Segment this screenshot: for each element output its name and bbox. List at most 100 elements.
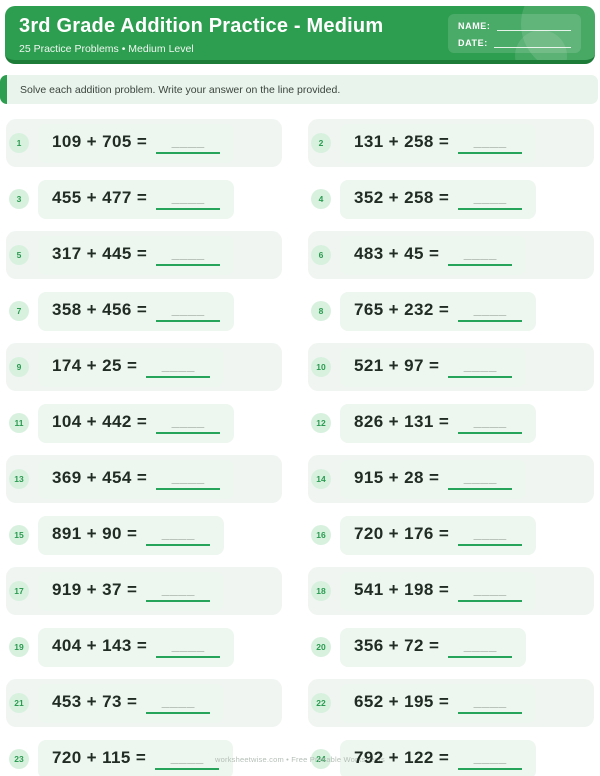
answer-blank[interactable]: ____	[448, 358, 513, 378]
answer-blank-dashes: ____	[161, 524, 195, 541]
problem-row: 21 453 + 73 = ____	[6, 679, 282, 727]
problem-row: 2 131 + 258 = ____	[308, 119, 594, 167]
problem-box: 891 + 90 = ____	[38, 515, 225, 555]
problem-box: 765 + 232 = ____	[340, 291, 537, 331]
problem-expression: 453 + 73 =	[52, 691, 138, 711]
answer-blank[interactable]: ____	[458, 748, 523, 770]
problem-number-badge: 22	[311, 693, 331, 713]
answer-blank-dashes: ____	[473, 412, 507, 429]
problem-box: 915 + 28 = ____	[340, 459, 527, 499]
problem-box: 483 + 45 = ____	[340, 235, 527, 275]
problem-number-badge: 3	[9, 189, 29, 209]
problem-box: 352 + 258 = ____	[340, 179, 537, 219]
answer-blank[interactable]: ____	[146, 358, 211, 378]
problem-expression: 765 + 232 =	[354, 299, 450, 319]
problem-number-badge: 12	[311, 413, 331, 433]
problem-box: 826 + 131 = ____	[340, 403, 537, 443]
answer-blank-dashes: ____	[171, 244, 205, 261]
answer-blank[interactable]: ____	[458, 692, 523, 714]
problem-expression: 369 + 454 =	[52, 467, 148, 487]
problem-number-badge: 14	[311, 469, 331, 489]
answer-blank[interactable]: ____	[156, 636, 221, 658]
problem-row: 24 792 + 122 = ____	[308, 735, 594, 776]
problem-expression: 455 + 477 =	[52, 187, 148, 207]
problem-expression: 483 + 45 =	[354, 243, 440, 263]
problem-box: 541 + 198 = ____	[340, 571, 537, 611]
problem-row: 19 404 + 143 = ____	[6, 623, 282, 671]
date-input-line[interactable]	[493, 39, 571, 48]
problem-box: 521 + 97 = ____	[340, 347, 527, 387]
problem-expression: 521 + 97 =	[354, 355, 440, 375]
problem-row: 20 356 + 72 = ____	[308, 623, 594, 671]
answer-blank[interactable]: ____	[156, 244, 221, 266]
problem-number-badge: 1	[9, 133, 29, 153]
problem-expression: 358 + 456 =	[52, 299, 148, 319]
problem-expression: 174 + 25 =	[52, 355, 138, 375]
problem-number-badge: 15	[9, 525, 29, 545]
answer-blank-dashes: ____	[473, 524, 507, 541]
problem-box: 404 + 143 = ____	[38, 627, 235, 667]
problem-box: 453 + 73 = ____	[38, 683, 225, 723]
answer-blank-dashes: ____	[473, 692, 507, 709]
answer-blank-dashes: ____	[171, 636, 205, 653]
answer-blank-dashes: ____	[463, 244, 497, 261]
problem-box: 369 + 454 = ____	[38, 459, 235, 499]
problem-expression: 652 + 195 =	[354, 691, 450, 711]
problem-box: 455 + 477 = ____	[38, 179, 235, 219]
answer-blank[interactable]: ____	[146, 524, 211, 546]
answer-blank[interactable]: ____	[156, 300, 221, 322]
answer-blank[interactable]: ____	[156, 190, 221, 210]
problem-expression: 317 + 445 =	[52, 243, 148, 263]
problem-row: 9 174 + 25 = ____	[6, 343, 282, 391]
answer-blank[interactable]: ____	[146, 582, 211, 602]
problem-number-badge: 7	[9, 301, 29, 321]
problem-row: 1 109 + 705 = ____	[6, 119, 282, 167]
answer-blank-dashes: ____	[463, 636, 497, 653]
problem-box: 919 + 37 = ____	[38, 571, 225, 611]
problem-number-badge: 8	[311, 301, 331, 321]
answer-blank[interactable]: ____	[146, 692, 211, 714]
answer-blank[interactable]: ____	[448, 244, 513, 266]
footer-credit: worksheetwise.com • Free Printable Works…	[215, 755, 385, 764]
problem-row: 18 541 + 198 = ____	[308, 567, 594, 615]
answer-blank-dashes: ____	[171, 412, 205, 429]
page-subtitle: 25 Practice Problems • Medium Level	[19, 43, 194, 55]
problem-number-badge: 10	[311, 357, 331, 377]
problem-number-badge: 5	[9, 245, 29, 265]
problem-number-badge: 16	[311, 525, 331, 545]
name-date-box: NAME: DATE:	[448, 14, 581, 53]
problem-box: 358 + 456 = ____	[38, 291, 235, 331]
answer-blank[interactable]: ____	[448, 636, 513, 658]
answer-blank[interactable]: ____	[458, 582, 523, 602]
answer-blank[interactable]: ____	[458, 412, 523, 434]
problem-row: 12 826 + 131 = ____	[308, 399, 594, 447]
problem-number-badge: 2	[311, 133, 331, 153]
answer-blank[interactable]: ____	[155, 748, 220, 770]
answer-blank[interactable]: ____	[156, 470, 221, 490]
name-input-line[interactable]	[496, 22, 571, 31]
answer-blank[interactable]: ____	[458, 190, 523, 210]
answer-blank-dashes: ____	[170, 748, 204, 765]
page-title: 3rd Grade Addition Practice - Medium	[19, 15, 384, 37]
problem-row: 7 358 + 456 = ____	[6, 287, 282, 335]
answer-blank-dashes: ____	[473, 748, 507, 765]
decorative-circle-large	[521, 6, 595, 60]
answer-blank[interactable]: ____	[458, 300, 523, 322]
problem-expression: 792 + 122 =	[354, 747, 450, 767]
problem-expression: 356 + 72 =	[354, 635, 440, 655]
answer-blank-dashes: ____	[473, 300, 507, 317]
answer-blank-dashes: ____	[463, 468, 497, 485]
answer-blank[interactable]: ____	[458, 134, 523, 154]
answer-blank[interactable]: ____	[458, 524, 523, 546]
answer-blank[interactable]: ____	[448, 468, 513, 490]
problem-number-badge: 6	[311, 245, 331, 265]
answer-blank[interactable]: ____	[156, 412, 221, 434]
answer-blank-dashes: ____	[161, 692, 195, 709]
answer-blank[interactable]: ____	[156, 134, 221, 154]
problem-expression: 826 + 131 =	[354, 411, 450, 431]
problem-expression: 104 + 442 =	[52, 411, 148, 431]
problem-number-badge: 11	[9, 413, 29, 433]
problem-row: 17 919 + 37 = ____	[6, 567, 282, 615]
answer-blank-dashes: ____	[171, 300, 205, 317]
